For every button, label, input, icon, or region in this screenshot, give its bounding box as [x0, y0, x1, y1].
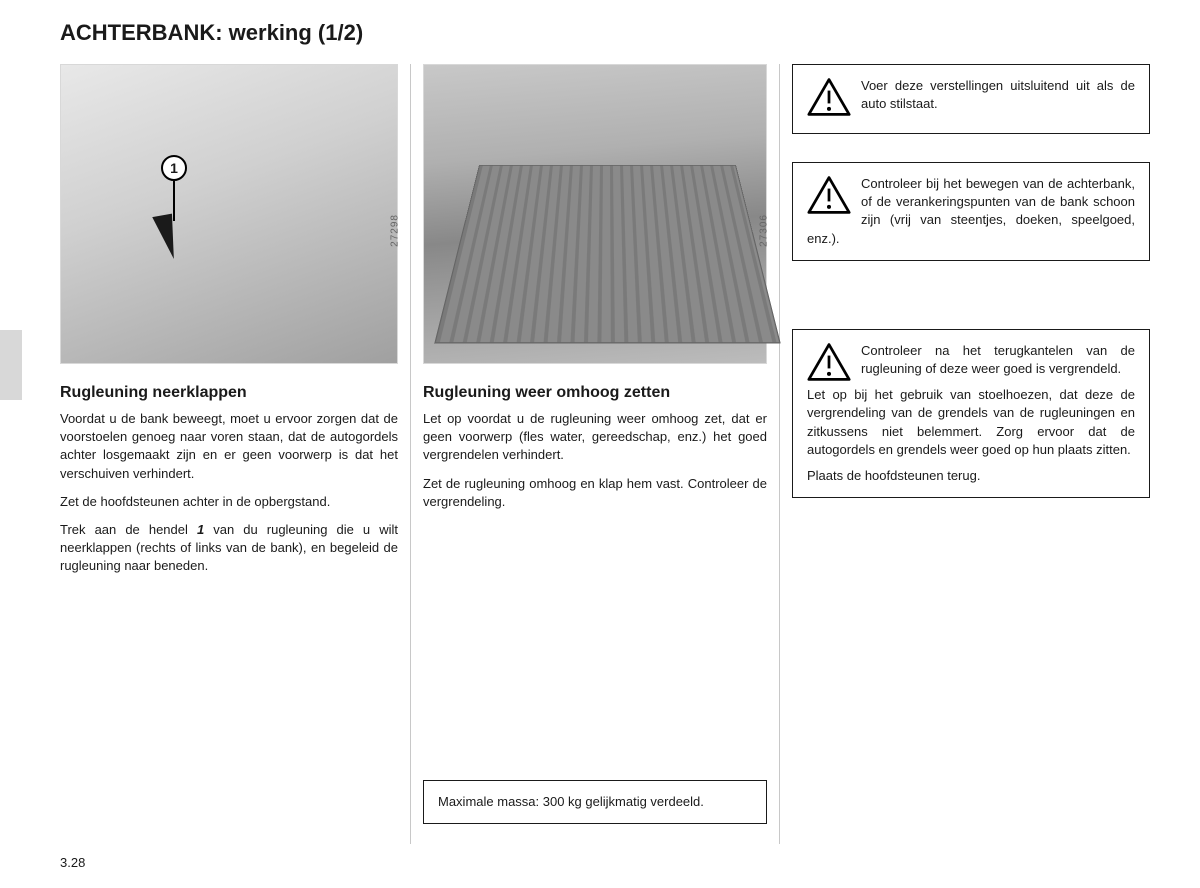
col1-p3: Trek aan de hendel 1 van du rugleuning d…	[60, 521, 398, 576]
col2-heading: Rugleuning weer omhoog zetten	[423, 384, 767, 402]
figure-1-id: 27298	[390, 214, 401, 247]
title-sub: werking (1/2)	[229, 20, 363, 45]
column-layout: 27298 1 Rugleuning neerklappen Voordat u…	[60, 64, 1160, 844]
warning-3-p1: Controleer na het terugkantelen van de r…	[807, 342, 1135, 378]
warning-2-text: Controleer bij het bewegen van de achter…	[807, 176, 1135, 246]
warning-icon	[807, 175, 851, 215]
lever-shape	[152, 214, 180, 262]
page-title: ACHTERBANK: werking (1/2)	[60, 20, 1160, 46]
mass-info-box: Maximale massa: 300 kg gelijkmatig verde…	[423, 780, 767, 824]
column-3: Voer deze verstellingen uitsluitend uit …	[780, 64, 1150, 844]
warning-3-p3: Plaats de hoofdsteunen terug.	[807, 467, 1135, 485]
warning-icon	[807, 342, 851, 382]
col1-p2: Zet de hoofdsteunen achter in de opbergs…	[60, 493, 398, 511]
title-main: ACHTERBANK:	[60, 20, 223, 45]
column-2: 27306 Rugleuning weer omhoog zetten Let …	[410, 64, 780, 844]
column-1: 27298 1 Rugleuning neerklappen Voordat u…	[60, 64, 410, 844]
spacer	[792, 289, 1150, 329]
figure-2-floor	[434, 165, 781, 344]
page-number: 3.28	[60, 855, 85, 870]
callout-1-label: 1	[170, 160, 178, 176]
col1-heading: Rugleuning neerklappen	[60, 384, 398, 402]
warning-box-2: Controleer bij het bewegen van de achter…	[792, 162, 1150, 261]
figure-1: 27298 1	[60, 64, 398, 364]
mass-info-text: Maximale massa: 300 kg gelijkmatig verde…	[438, 794, 704, 809]
warning-box-1: Voer deze verstellingen uitsluitend uit …	[792, 64, 1150, 134]
warning-1-text: Voer deze verstellingen uitsluitend uit …	[861, 78, 1135, 111]
figure-2: 27306	[423, 64, 767, 364]
col2-p2: Zet de rugleuning omhoog en klap hem vas…	[423, 475, 767, 511]
col1-p1: Voordat u de bank beweegt, moet u ervoor…	[60, 410, 398, 483]
manual-page: ACHTERBANK: werking (1/2) 27298 1 Rugleu…	[0, 0, 1200, 888]
callout-line	[173, 181, 175, 221]
warning-icon	[807, 77, 851, 117]
callout-1: 1	[161, 155, 187, 181]
warning-3-p2: Let op bij het gebruik van stoelhoezen, …	[807, 386, 1135, 459]
col1-p3a: Trek aan de hendel	[60, 522, 197, 537]
warning-box-3: Controleer na het terugkantelen van de r…	[792, 329, 1150, 498]
col2-p1: Let op voordat u de rugleuning weer omho…	[423, 410, 767, 465]
figure-2-id: 27306	[759, 214, 770, 247]
